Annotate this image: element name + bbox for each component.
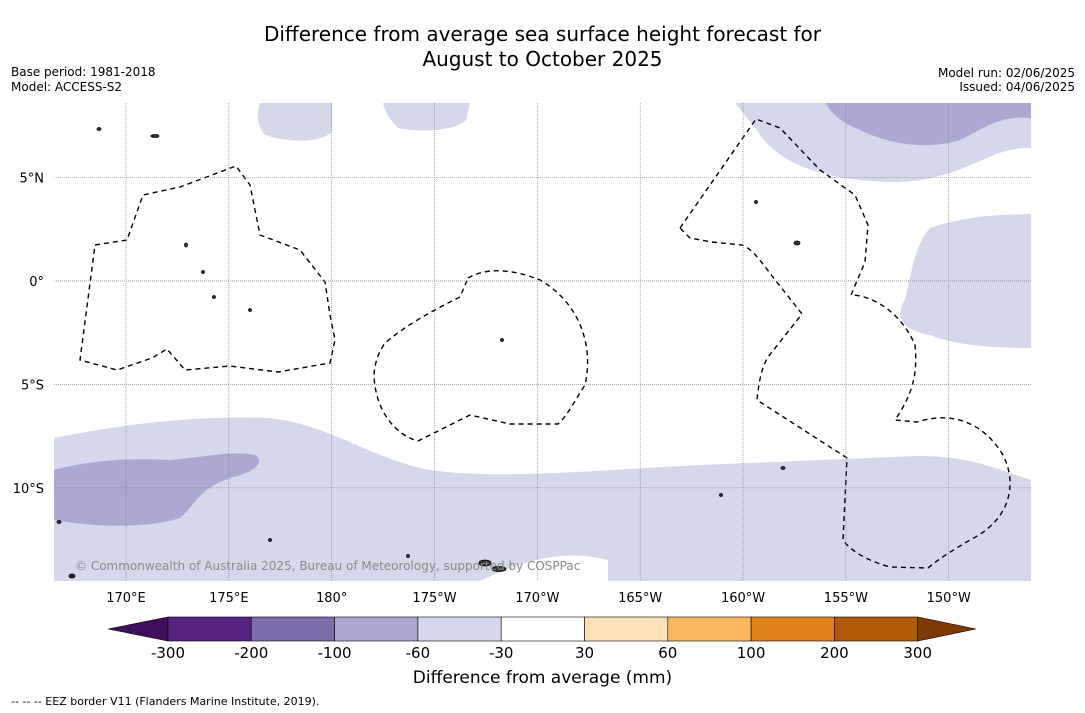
lon-tick-label: 170°W xyxy=(515,591,559,606)
colorbar-tick-label: 60 xyxy=(658,644,677,662)
colorbar: -300 -200 -100 -60 -30 30 60 100 200 300 xyxy=(107,616,977,662)
lon-tick-label: 165°W xyxy=(618,591,662,606)
colorbar-tick-label: 30 xyxy=(575,644,594,662)
colorbar-segment xyxy=(334,616,419,642)
lon-tick-label: 180° xyxy=(316,591,347,606)
lon-tick-label: 175°W xyxy=(412,591,456,606)
colorbar-segment xyxy=(750,616,835,642)
colorbar-segment xyxy=(667,616,752,642)
colorbar-tick-label: -100 xyxy=(318,644,352,662)
copyright-notice: © Commonwealth of Australia 2025, Bureau… xyxy=(75,559,581,573)
colorbar-tick-label: 200 xyxy=(820,644,849,662)
lon-tick-label: 160°W xyxy=(721,591,765,606)
model-name: Model: ACCESS-S2 xyxy=(11,80,123,94)
colorbar-tick-label: 300 xyxy=(903,644,932,662)
lon-tick-label: 170°E xyxy=(106,591,146,606)
colorbar-tick-label: 100 xyxy=(737,644,766,662)
lat-tick-label: 0° xyxy=(29,275,44,290)
lat-tick-label: 5°N xyxy=(20,171,45,186)
colorbar-segment xyxy=(417,616,502,642)
title-line-1: Difference from average sea surface heig… xyxy=(263,22,822,46)
issued-date: Issued: 04/06/2025 xyxy=(959,80,1075,94)
meta-right: Model run: 02/06/2025 Issued: 04/06/2025 xyxy=(938,66,1075,94)
islands xyxy=(56,127,801,579)
anomaly-fill-medium xyxy=(54,103,1031,526)
lon-tick-label: 155°W xyxy=(824,591,868,606)
lon-tick-label: 175°E xyxy=(209,591,249,606)
colorbar-tick-label: -200 xyxy=(234,644,268,662)
title-line-2: August to October 2025 xyxy=(422,47,663,71)
lon-tick-label: 150°W xyxy=(927,591,971,606)
graticule xyxy=(54,103,1031,581)
colorbar-tick-label: -60 xyxy=(406,644,431,662)
map-plot-area xyxy=(54,103,1031,581)
colorbar-segment xyxy=(584,616,669,642)
legend-title: Difference from average (mm) xyxy=(412,668,673,688)
colorbar-segment xyxy=(167,616,252,642)
colorbar-segment xyxy=(500,616,585,642)
colorbar-tick-label: -30 xyxy=(489,644,514,662)
meta-left: Base period: 1981-2018 Model: ACCESS-S2 xyxy=(11,65,156,95)
footnote: -- -- -- EEZ border V11 (Flanders Marine… xyxy=(11,695,320,708)
map-title: Difference from average sea surface heig… xyxy=(0,22,1085,72)
colorbar-extend-high xyxy=(917,616,977,642)
base-period: Base period: 1981-2018 xyxy=(11,65,156,79)
colorbar-segment xyxy=(251,616,335,642)
model-run: Model run: 02/06/2025 xyxy=(937,66,1075,80)
colorbar-segment xyxy=(834,616,919,642)
eez-borders xyxy=(79,118,1011,569)
anomaly-fill-light xyxy=(54,103,1031,581)
colorbar-tick-label: -300 xyxy=(151,644,185,662)
axis-labels: 170°E 175°E 180° 175°W 170°W 165°W 160°W 155°W 1… xyxy=(13,171,971,606)
colorbar-extend-low xyxy=(107,616,169,642)
lat-tick-label: 10°S xyxy=(13,482,44,497)
lat-tick-label: 5°S xyxy=(21,378,44,393)
